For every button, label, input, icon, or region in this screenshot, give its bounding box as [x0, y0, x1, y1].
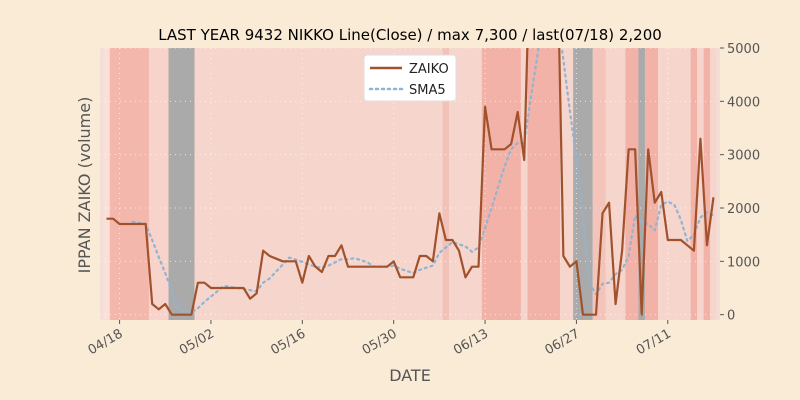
x-tick-label: 05/30: [360, 326, 400, 358]
shaded-region: [527, 48, 561, 320]
x-tick-label: 05/02: [177, 326, 217, 358]
shaded-region: [481, 48, 521, 320]
y-tick-label: 2000: [727, 202, 760, 217]
legend: ZAIKO SMA5: [363, 54, 457, 102]
shaded-region: [690, 48, 698, 320]
legend-label-sma5: SMA5: [409, 83, 446, 98]
shaded-regions: [103, 48, 717, 320]
y-tick-label: 4000: [727, 95, 760, 110]
y-tick-label: 0: [727, 309, 735, 324]
x-tick-label: 05/16: [268, 326, 308, 358]
shaded-region: [168, 48, 195, 320]
x-tick-label: 07/11: [634, 326, 674, 358]
y-tick-label: 5000: [727, 42, 760, 57]
legend-label-zaiko: ZAIKO: [409, 62, 449, 77]
shaded-region: [638, 48, 645, 320]
y-tick-label: 3000: [727, 149, 760, 164]
y-axis-ticks: 0 1000 2000 3000 4000 5000: [720, 42, 760, 324]
shaded-region: [109, 48, 149, 320]
shaded-region: [592, 48, 606, 320]
x-axis-label: DATE: [389, 366, 431, 385]
y-tick-label: 1000: [727, 255, 760, 270]
shaded-region: [710, 48, 717, 320]
series-line-sma5: [131, 48, 715, 314]
shaded-region: [703, 48, 711, 320]
shaded-region: [442, 48, 450, 320]
shaded-region: [520, 48, 528, 320]
chart-title: LAST YEAR 9432 NIKKO Line(Close) / max 7…: [158, 26, 662, 44]
shaded-region: [605, 48, 626, 320]
shaded-region: [697, 48, 704, 320]
x-tick-label: 04/18: [86, 326, 126, 358]
shaded-region: [148, 48, 169, 320]
shaded-region: [625, 48, 639, 320]
x-tick-label: 06/13: [451, 326, 491, 358]
x-tick-label: 06/27: [542, 326, 582, 358]
series-lines: [106, 48, 715, 316]
shaded-region: [573, 48, 593, 320]
series-line-zaiko: [106, 48, 715, 316]
shaded-region: [658, 48, 691, 320]
x-axis-ticks: 04/18 05/02 05/16 05/30 06/13 06/27 07/11: [86, 320, 674, 358]
shaded-region: [103, 48, 110, 320]
y-axis-label: IPPAN ZAIKO (volume): [75, 97, 94, 274]
